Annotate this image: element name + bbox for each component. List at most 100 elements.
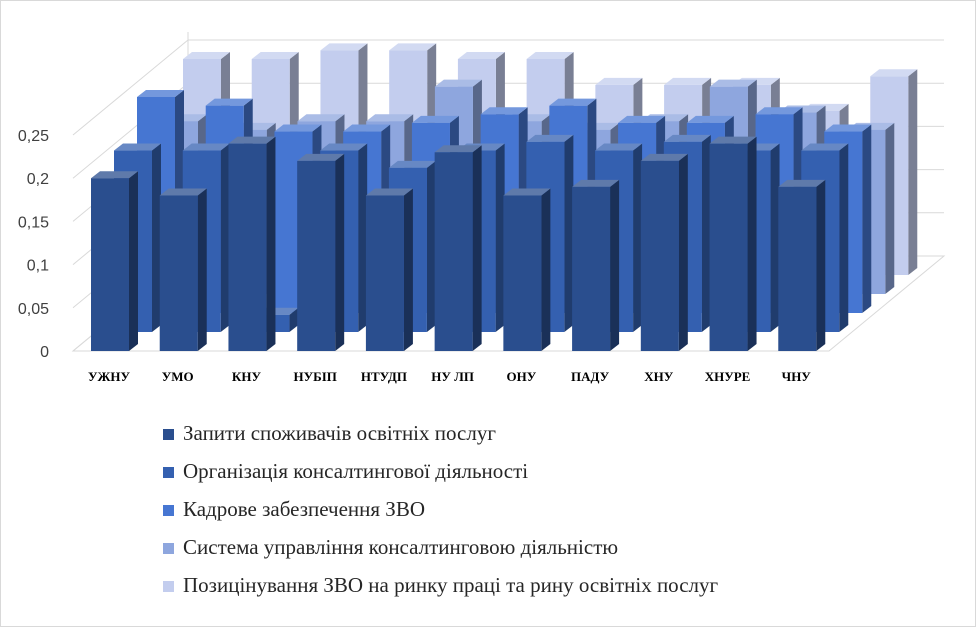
x-tick-label: УЖНУ bbox=[88, 369, 131, 384]
bar bbox=[572, 179, 620, 351]
bar bbox=[91, 171, 138, 351]
bar-side bbox=[770, 143, 780, 332]
x-tick-label: НУ ЛП bbox=[431, 369, 474, 384]
y-tick-label: 0,2 bbox=[27, 171, 49, 188]
x-tick-label: НТУДП bbox=[361, 369, 407, 384]
x-tick-label: ХНУРЕ bbox=[705, 369, 751, 384]
bar-top bbox=[183, 52, 230, 59]
bar bbox=[503, 188, 551, 351]
x-tick-label: ЧНУ bbox=[782, 369, 812, 384]
bar-side bbox=[541, 188, 551, 351]
bar-top bbox=[801, 143, 849, 151]
bar-side bbox=[495, 143, 505, 332]
bar-top bbox=[343, 124, 391, 132]
x-axis-ticks: УЖНУ УМО КНУ НУБІП НТУДП НУ ЛП ОНУ ПАДУ ХНУ ХНУРЕ… bbox=[88, 369, 811, 384]
bar-top bbox=[549, 98, 597, 106]
bar-side bbox=[747, 136, 757, 351]
bar-top bbox=[618, 115, 666, 123]
legend-swatch bbox=[163, 505, 174, 516]
bar-top bbox=[572, 179, 620, 187]
bar-top bbox=[320, 143, 368, 151]
x-tick-label: ПАДУ bbox=[571, 369, 610, 384]
bar-side bbox=[129, 171, 138, 351]
y-tick-label: 0,15 bbox=[18, 214, 49, 231]
y-tick-label: 0,05 bbox=[18, 301, 49, 318]
bar-top bbox=[388, 160, 436, 168]
bar-top bbox=[686, 115, 734, 123]
bar-front bbox=[640, 160, 679, 351]
bar-top bbox=[205, 98, 253, 106]
legend-entry: Система управління консалтинговою діяльн… bbox=[183, 535, 618, 559]
bar-top bbox=[870, 69, 918, 77]
x-tick-label: УМО bbox=[162, 369, 194, 384]
bar bbox=[640, 153, 688, 351]
bar-side bbox=[289, 307, 299, 332]
bar-top bbox=[297, 114, 345, 122]
legend-swatch bbox=[163, 429, 174, 440]
bar-side bbox=[426, 160, 436, 332]
legend-entry: Організація консалтингової діяльності bbox=[183, 459, 528, 483]
legend-entry: Кадрове забезпечення ЗВО bbox=[183, 497, 425, 521]
bar-top bbox=[91, 171, 138, 179]
bar-top bbox=[595, 77, 643, 85]
bar-side bbox=[839, 143, 849, 332]
bar-top bbox=[663, 134, 711, 142]
chart-legend: Запити споживачів освітніх послуг Організ… bbox=[163, 421, 719, 597]
bar-front bbox=[228, 143, 267, 351]
bar-top bbox=[182, 143, 230, 151]
bar-top bbox=[251, 52, 299, 59]
bar-side bbox=[266, 136, 276, 351]
bar-side bbox=[908, 69, 918, 275]
bar-top bbox=[526, 134, 574, 142]
bar-top bbox=[824, 124, 872, 132]
bar-top bbox=[709, 79, 757, 87]
bar-top bbox=[664, 77, 712, 85]
bar-front bbox=[434, 152, 473, 351]
chart-bars bbox=[91, 43, 918, 351]
bar-side bbox=[564, 134, 574, 332]
bar-side bbox=[358, 143, 368, 332]
bar-front bbox=[91, 178, 129, 351]
bar bbox=[365, 188, 413, 351]
x-tick-label: ХНУ bbox=[644, 369, 674, 384]
bar-top bbox=[434, 145, 482, 153]
bar-top bbox=[434, 79, 482, 87]
bar-top bbox=[595, 143, 643, 151]
bar-top bbox=[228, 136, 276, 144]
bar-top bbox=[389, 43, 437, 51]
x-tick-label: ОНУ bbox=[506, 369, 536, 384]
bar-side bbox=[335, 153, 345, 351]
bar-top bbox=[114, 143, 161, 151]
y-tick-label: 0 bbox=[40, 344, 49, 361]
bar-side bbox=[678, 153, 688, 351]
bar-side bbox=[816, 179, 826, 351]
bar bbox=[159, 188, 207, 351]
y-axis-ticks: 0 0,05 0,1 0,15 0,2 0,25 bbox=[18, 128, 49, 361]
x-tick-label: КНУ bbox=[232, 369, 262, 384]
bar-top bbox=[778, 179, 826, 187]
bar-side bbox=[885, 122, 895, 294]
legend-swatch bbox=[163, 467, 174, 478]
bar-side bbox=[472, 145, 482, 351]
bar-side bbox=[862, 124, 872, 313]
bar bbox=[228, 136, 276, 351]
bar-front bbox=[365, 195, 404, 351]
x-tick-label: НУБІП bbox=[293, 369, 336, 384]
bar-top bbox=[297, 153, 345, 161]
bar-side bbox=[610, 179, 620, 351]
y-tick-label: 0,1 bbox=[27, 258, 49, 275]
bar-side bbox=[633, 143, 643, 332]
bar-side bbox=[403, 188, 413, 351]
bar bbox=[778, 179, 826, 351]
bar-side bbox=[152, 143, 161, 332]
bar-top bbox=[755, 107, 803, 115]
bar-side bbox=[220, 143, 230, 332]
bar-top bbox=[526, 52, 574, 59]
bar-top bbox=[480, 107, 528, 115]
bar-front bbox=[709, 143, 748, 351]
bar-top bbox=[411, 115, 459, 123]
bar-top bbox=[137, 90, 184, 97]
bar bbox=[297, 153, 345, 351]
